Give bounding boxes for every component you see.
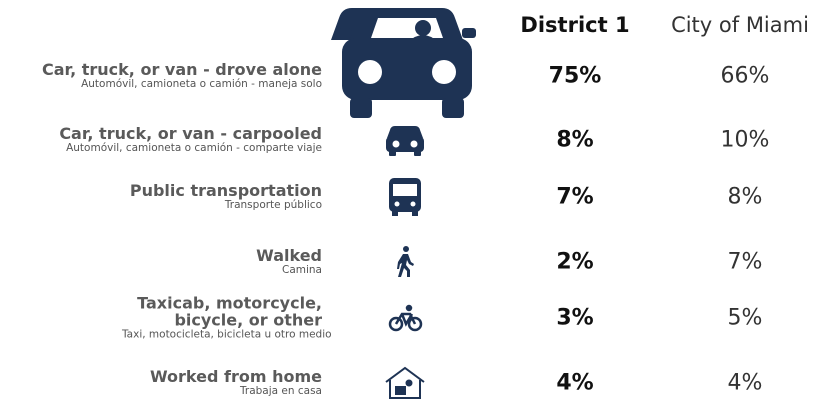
bike-icon: [388, 304, 423, 332]
mode-name-spanish: Automóvil, camioneta o camión - comparte…: [66, 142, 322, 154]
mode-name: Walked: [256, 246, 322, 265]
city-value: 4%: [727, 370, 763, 396]
district-value: 7%: [556, 184, 594, 210]
column-header: City of Miami: [671, 13, 809, 37]
home-icon: [385, 366, 425, 399]
mode-name-spanish: Transporte público: [224, 199, 322, 211]
column-header: District 1: [520, 13, 630, 37]
row-label: Public transportation Transporte público: [130, 182, 322, 212]
mode-name: Public transportation: [129, 181, 322, 200]
car-icon-large: [331, 8, 476, 118]
mode-name-spanish: Trabaja en casa: [240, 385, 322, 397]
district-value: 2%: [556, 249, 594, 275]
district-value: 75%: [548, 63, 602, 89]
row-label: Car, truck, or van - drove alone Automóvi…: [42, 61, 322, 91]
district-value: 3%: [556, 305, 594, 331]
district-value: 4%: [556, 370, 594, 396]
city-value: 5%: [727, 305, 763, 331]
mode-name: Car, truck, or van - drove alone: [42, 60, 322, 79]
city-value: 8%: [727, 184, 763, 210]
city-value: 7%: [727, 249, 763, 275]
mode-name-spanish: Automóvil, camioneta o camión - maneja s…: [81, 78, 322, 90]
row-label: Taxicab, motorcycle, bicycle, or other Ta…: [122, 293, 332, 342]
mode-name: Worked from home: [149, 367, 322, 386]
district-value: 8%: [556, 127, 594, 153]
walk-icon: [397, 246, 414, 277]
carpool-icon: [386, 126, 424, 156]
row-label: Walked Camina: [256, 247, 322, 277]
city-value: 10%: [720, 127, 770, 153]
mode-name: Taxicab, motorcycle, bicycle, or other: [137, 293, 322, 330]
mode-name: Car, truck, or van - carpooled: [59, 124, 322, 143]
row-label: Worked from home Trabaja en casa: [150, 368, 322, 398]
bus-icon: [389, 178, 421, 216]
mode-name-spanish: Camina: [281, 264, 322, 276]
mode-name-spanish: Taxi, motocicleta, bicicleta u otro medi…: [122, 328, 332, 341]
city-value: 66%: [720, 63, 770, 89]
row-label: Car, truck, or van - carpooled Automóvil,…: [59, 125, 322, 155]
